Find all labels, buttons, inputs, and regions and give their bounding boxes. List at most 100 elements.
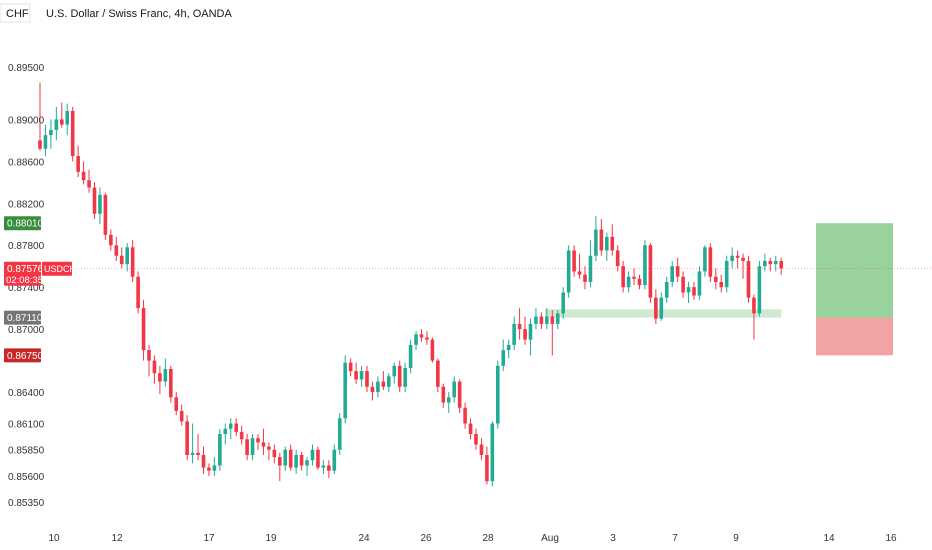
candle-body	[599, 229, 604, 251]
candle-body	[288, 449, 293, 468]
candle-body	[163, 368, 168, 382]
candle-body	[354, 371, 358, 380]
candle-body	[158, 373, 162, 382]
candle-body	[441, 386, 446, 403]
candle-body	[109, 234, 113, 246]
candle-body	[136, 276, 140, 309]
candle-body	[485, 454, 489, 482]
candle-body	[212, 465, 217, 471]
x-tick-label: 12	[111, 533, 123, 544]
candle-body	[692, 287, 696, 296]
y-tick-label: 0.86400	[8, 388, 45, 399]
candle-body	[141, 308, 146, 351]
candle-body	[92, 187, 97, 214]
candle-body	[523, 329, 527, 340]
y-tick-label: 0.89000	[8, 115, 45, 126]
candle-body	[479, 444, 484, 455]
candle-body	[179, 410, 184, 422]
candle-body	[245, 439, 249, 455]
x-tick-label: 3	[610, 533, 616, 544]
candle-body	[185, 421, 189, 455]
candle-body	[512, 323, 516, 345]
symbol-box[interactable]	[0, 3, 31, 23]
candle-body	[218, 434, 222, 466]
profit-target-zone[interactable]	[816, 223, 893, 318]
candle-body	[87, 180, 91, 188]
candle-body	[741, 257, 745, 261]
candle-body	[174, 397, 179, 411]
candle-body	[332, 449, 337, 471]
candle-body	[43, 135, 48, 149]
candle-body	[49, 129, 53, 136]
candle-body	[387, 376, 391, 387]
candle-body	[147, 350, 151, 361]
candle-body	[370, 386, 375, 393]
candle-body	[773, 260, 778, 265]
candle-body	[376, 381, 380, 393]
candle-body	[757, 266, 762, 314]
y-tick-label: 0.86100	[8, 420, 45, 431]
x-tick-label: 16	[885, 533, 897, 544]
candle-body	[588, 255, 593, 282]
y-tick-label: 0.87400	[8, 283, 45, 294]
current-symbol-tag-bg	[42, 261, 72, 276]
current-price-tag: 0.87576	[7, 264, 44, 275]
candle-body	[648, 245, 653, 298]
y-tick-label: 0.85600	[8, 472, 45, 483]
candle-body	[664, 281, 669, 298]
candle-body	[659, 297, 664, 319]
candle-body	[768, 260, 773, 265]
candle-body	[572, 250, 576, 272]
candle-body	[103, 194, 108, 235]
candle-body	[752, 297, 756, 314]
candle-body	[474, 434, 478, 445]
candle-body	[436, 360, 440, 387]
entry-price-tag-bg	[4, 310, 41, 325]
candle-body	[114, 245, 119, 256]
candle-body	[550, 316, 555, 324]
candle-body	[643, 245, 647, 286]
x-tick-label: 26	[420, 533, 432, 544]
candle-body	[446, 397, 451, 403]
candle-body	[278, 457, 282, 466]
candle-body	[708, 247, 713, 277]
candle-body	[70, 110, 75, 157]
candle-body	[348, 362, 353, 372]
candle-body	[98, 194, 102, 214]
candle-body	[496, 365, 500, 424]
candle-body	[534, 316, 538, 324]
symbol-short-label[interactable]: CHF	[6, 8, 29, 20]
candle-body	[337, 418, 342, 450]
candle-body	[38, 140, 42, 149]
current-symbol-tag: USDCHF	[44, 264, 82, 274]
current-price-tag-bg	[4, 261, 41, 286]
candle-body	[343, 362, 347, 419]
candle-body	[414, 334, 418, 345]
candle-body	[583, 274, 587, 282]
candle-body	[714, 276, 718, 282]
candle-body	[555, 313, 560, 324]
candle-body	[724, 260, 729, 288]
entry-price-tag: 0.87110	[7, 313, 43, 324]
stop-price-tag-bg	[4, 348, 41, 363]
candle-body	[190, 452, 195, 455]
y-tick-label: 0.87000	[8, 325, 45, 336]
candle-body	[425, 337, 429, 340]
stop-loss-zone[interactable]	[816, 317, 893, 356]
x-tick-label: 28	[482, 533, 494, 544]
candle-body	[779, 260, 783, 269]
candle-body	[506, 344, 511, 351]
candle-body	[545, 316, 549, 324]
candle-body	[365, 371, 369, 387]
candle-body	[703, 247, 707, 272]
candle-body	[256, 438, 260, 443]
x-tick-label: 10	[48, 533, 60, 544]
candle-body	[719, 281, 724, 288]
x-tick-label: 14	[823, 533, 835, 544]
candle-body	[267, 446, 271, 450]
x-tick-label: 17	[203, 533, 215, 544]
candle-body	[381, 381, 386, 387]
candle-body	[457, 381, 462, 408]
